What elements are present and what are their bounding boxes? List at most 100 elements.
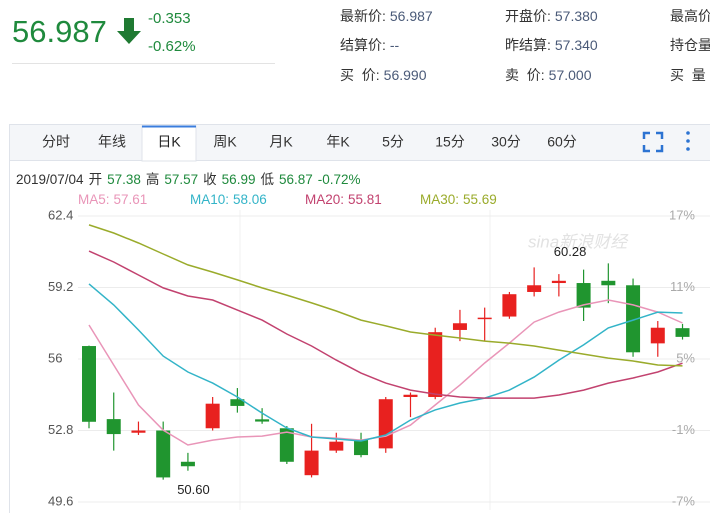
y-tick-label: 56 bbox=[48, 350, 62, 365]
field-label: 买 量 bbox=[670, 67, 706, 83]
field-label: 买 价: bbox=[340, 67, 380, 83]
field-value: 57.000 bbox=[548, 67, 592, 83]
down-arrow bbox=[117, 18, 141, 44]
quote-field: 最高价 bbox=[670, 6, 710, 26]
field-label: 最新价: bbox=[340, 8, 386, 24]
field-label: 结算价: bbox=[340, 37, 386, 53]
field-label: 昨结算: bbox=[505, 37, 551, 53]
quote-field: 持仓量 bbox=[670, 35, 710, 55]
info-text: 2019/07/04 开 57.38 高 57.57 收 56.99 低 56.87 -0.72% bbox=[16, 171, 361, 187]
price-change-pct: -0.62% bbox=[148, 38, 196, 55]
tab[interactable]: 15分 bbox=[435, 134, 465, 150]
y2-tick-label: 17% bbox=[669, 207, 695, 222]
info-item: 56.87 bbox=[279, 172, 313, 187]
min-annotation: 50.60 bbox=[177, 482, 210, 497]
y2-tick-label: -7% bbox=[672, 493, 696, 508]
info-item: 低 bbox=[260, 172, 274, 187]
candle-body bbox=[329, 441, 344, 451]
candle-body bbox=[378, 399, 393, 449]
quote-field: 最新价: 56.987 bbox=[340, 6, 433, 26]
info-item: 2019/07/04 bbox=[16, 172, 84, 187]
candle-body bbox=[106, 419, 121, 435]
candle-body bbox=[626, 285, 641, 353]
tab[interactable]: 60分 bbox=[547, 134, 577, 150]
quote-field: 开盘价: 57.380 bbox=[505, 6, 598, 26]
field-label: 最高价 bbox=[670, 8, 710, 24]
field-label: 卖 价: bbox=[505, 67, 545, 83]
y-tick-label: 62.4 bbox=[48, 207, 73, 222]
quote-field: 昨结算: 57.340 bbox=[505, 35, 598, 55]
tab[interactable]: 30分 bbox=[491, 134, 521, 150]
legend-text: 55.81 bbox=[348, 192, 382, 207]
candle-body bbox=[131, 430, 146, 433]
candle-body bbox=[551, 280, 566, 284]
y2-tick-label: 5% bbox=[676, 350, 695, 365]
y-tick-label: 49.6 bbox=[48, 493, 73, 508]
info-item: -0.72% bbox=[318, 172, 361, 187]
candle-body bbox=[156, 430, 171, 478]
tab[interactable]: 日K bbox=[157, 134, 181, 150]
quote-field: 卖 价: 57.000 bbox=[505, 65, 592, 85]
field-value: -- bbox=[389, 37, 400, 53]
info-item: 高 bbox=[146, 171, 160, 187]
candle-body bbox=[650, 327, 665, 344]
candle-body bbox=[675, 328, 690, 337]
fullscreen-icon[interactable] bbox=[642, 131, 664, 153]
last-price: 56.987 bbox=[12, 14, 107, 49]
candle-body bbox=[576, 283, 591, 308]
candle-body bbox=[304, 450, 319, 476]
legend-entry: MA10: 58.06 bbox=[190, 192, 267, 207]
legend-text: 57.61 bbox=[114, 192, 148, 207]
field-label: 持仓量 bbox=[670, 37, 710, 53]
quote-field: 结算价: -- bbox=[340, 35, 399, 55]
candle-body bbox=[180, 461, 195, 467]
field-label: 开盘价: bbox=[505, 8, 551, 24]
field-value: 56.990 bbox=[383, 67, 427, 83]
tab[interactable]: 周K bbox=[213, 134, 237, 150]
legend-entry: MA20: 55.81 bbox=[305, 192, 382, 207]
tab[interactable]: 年线 bbox=[98, 134, 126, 150]
max-annotation: 60.28 bbox=[554, 244, 587, 259]
watermark: sina新浪财经 bbox=[528, 232, 629, 251]
y-tick-label: 52.8 bbox=[48, 422, 73, 437]
ma-line bbox=[88, 299, 683, 446]
candle-body bbox=[502, 294, 517, 317]
candle-body bbox=[403, 394, 418, 397]
ma-line bbox=[88, 283, 683, 442]
legend-text: MA10: bbox=[190, 192, 229, 207]
candle-body bbox=[205, 403, 220, 429]
legend-entry: MA5: 57.61 bbox=[78, 192, 147, 207]
info-item: 开 bbox=[89, 172, 103, 187]
y2-tick-label: -1% bbox=[672, 422, 696, 437]
tab[interactable]: 年K bbox=[326, 134, 350, 150]
tab[interactable]: 月K bbox=[269, 134, 293, 150]
active-tab-bg bbox=[141, 125, 197, 162]
candle-body bbox=[279, 428, 294, 462]
info-item: 57.57 bbox=[164, 172, 198, 187]
legend-text: MA5: bbox=[78, 192, 110, 207]
legend-entry: MA30: 55.69 bbox=[420, 192, 497, 207]
more-icon[interactable] bbox=[686, 131, 690, 151]
legend-text: MA30: bbox=[420, 192, 459, 207]
ma-line bbox=[88, 250, 683, 399]
y-tick-label: 59.2 bbox=[48, 279, 73, 294]
quote-field: 买 量 bbox=[670, 65, 706, 85]
tab[interactable]: 分时 bbox=[42, 134, 70, 150]
candle-body bbox=[527, 285, 542, 292]
quote-field: 买 价: 56.990 bbox=[340, 65, 427, 85]
candle-body bbox=[428, 332, 443, 397]
candle-body bbox=[230, 399, 245, 406]
field-value: 57.340 bbox=[554, 37, 598, 53]
candle-body bbox=[601, 280, 616, 286]
separator bbox=[12, 63, 275, 64]
legend-text: 55.69 bbox=[463, 192, 497, 207]
candle-body bbox=[82, 346, 96, 422]
tab[interactable]: 5分 bbox=[382, 134, 404, 150]
y2-tick-label: 11% bbox=[670, 279, 695, 294]
candle-body bbox=[452, 323, 467, 330]
candle-body bbox=[255, 419, 270, 422]
ma-line bbox=[88, 224, 683, 367]
info-line: 2019/07/04 开 57.38 高 57.57 收 56.99 低 56.87 -0.72% bbox=[16, 171, 361, 187]
